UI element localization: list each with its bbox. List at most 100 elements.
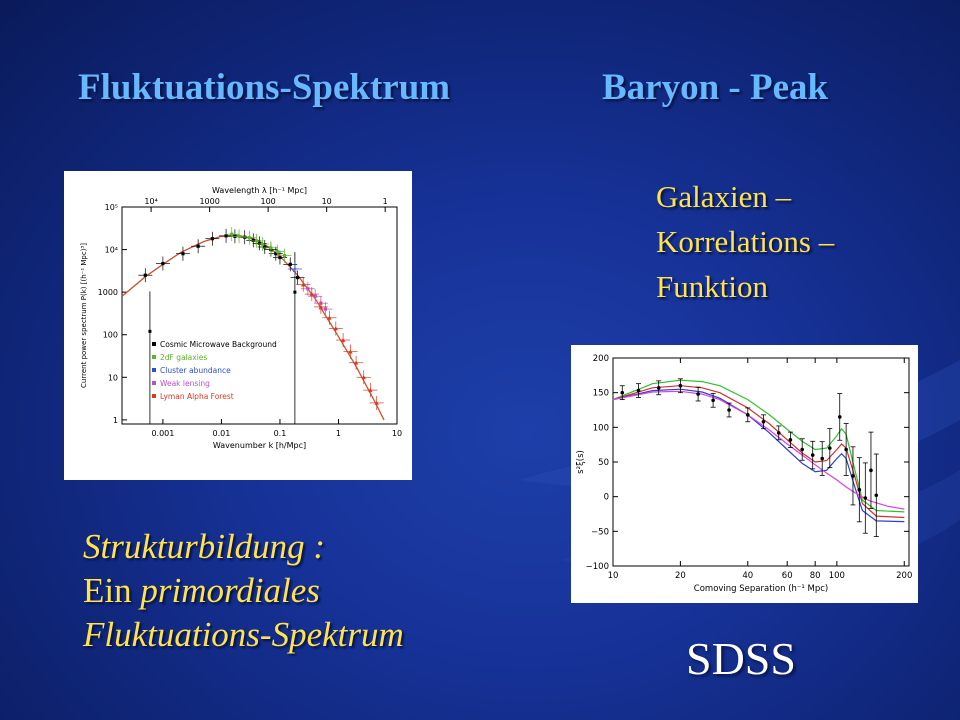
galaxien-line-1: Galaxien – xyxy=(656,179,792,214)
data-point xyxy=(874,493,879,498)
data-point xyxy=(229,232,234,236)
y-axis-label: s²ξ(s) xyxy=(576,450,586,474)
data-point xyxy=(327,315,332,320)
data-point xyxy=(237,234,241,239)
data-point xyxy=(224,234,228,238)
data-point xyxy=(318,304,324,309)
x-tick-label: 0.01 xyxy=(213,429,231,438)
legend-marker xyxy=(152,394,156,398)
data-point xyxy=(282,253,287,258)
x-axis-label: Wavenumber k [h/Mpc] xyxy=(213,441,306,450)
legend-label: Cluster abundance xyxy=(160,366,231,375)
data-point xyxy=(696,392,700,396)
top-tick-label: 1 xyxy=(383,197,388,206)
data-point xyxy=(857,487,862,492)
data-point xyxy=(820,456,825,461)
x-tick-label: 40 xyxy=(742,571,753,581)
slide-title-left: Fluktuations-Spektrum xyxy=(78,67,451,108)
data-point xyxy=(301,282,306,287)
power-spectrum-svg: 0.001 0.01 0.1 1 10 1 10 100 1000 10⁴ 10⁵ 10⁴ 1000 10… xyxy=(80,186,402,450)
galaxien-caption: Galaxien – Korrelations – Funktion xyxy=(656,174,834,309)
data-point xyxy=(293,290,297,294)
x-tick-label: 0.001 xyxy=(151,429,174,438)
slide-title-right: Baryon - Peak xyxy=(602,67,829,108)
struktur-line-2: Ein primordiales xyxy=(83,569,404,613)
struktur-line-2-rest: primordiales xyxy=(131,571,320,610)
struktur-caption: Strukturbildung : Ein primordiales Flukt… xyxy=(83,525,404,657)
data-point xyxy=(306,287,310,291)
y-tick-label: 200 xyxy=(593,354,609,364)
data-point xyxy=(263,245,267,249)
data-point xyxy=(636,388,641,393)
data-point xyxy=(275,249,280,254)
data-point xyxy=(274,252,278,256)
x-tick-label: 20 xyxy=(675,571,686,581)
data-point xyxy=(210,237,214,241)
x-axis-label: Comoving Separation (h⁻¹ Mpc) xyxy=(694,584,828,594)
y-tick-label: 150 xyxy=(593,389,609,399)
data-point xyxy=(348,349,353,354)
plot-frame xyxy=(612,357,910,567)
data-point xyxy=(353,360,359,365)
legend-marker xyxy=(152,381,156,385)
x-tick-label: 0.1 xyxy=(274,429,287,438)
correlation-function-svg: −100 −50 0 50 100 150 200 10 20 40 60 80 100 200 Comov… xyxy=(576,354,912,594)
legend-label: Weak lensing xyxy=(160,379,210,388)
galaxien-line-3: Funktion xyxy=(656,269,768,304)
plot-frame xyxy=(121,206,398,425)
y-tick-label: 10⁵ xyxy=(105,203,118,212)
power-spectrum-chart: 0.001 0.01 0.1 1 10 1 10 100 1000 10⁴ 10⁵ 10⁴ 1000 10… xyxy=(64,171,412,480)
y-tick-label: 10 xyxy=(108,373,118,382)
data-point xyxy=(844,447,848,452)
data-point xyxy=(148,329,152,333)
data-point xyxy=(340,337,346,342)
data-point xyxy=(278,255,282,260)
data-point xyxy=(788,438,793,442)
data-point xyxy=(251,238,255,242)
data-point xyxy=(620,390,625,395)
legend-label: Lyman Alpha Forest xyxy=(160,392,234,401)
legend-marker xyxy=(152,355,156,359)
data-point xyxy=(269,246,273,250)
data-point xyxy=(254,239,259,243)
data-point xyxy=(247,235,252,240)
y-tick-label: 10⁴ xyxy=(105,246,118,255)
y-tick-label: 1 xyxy=(113,416,118,425)
y-tick-label: 50 xyxy=(598,458,609,468)
struktur-line-3: Fluktuations-Spektrum xyxy=(83,615,404,654)
top-tick-label: 1000 xyxy=(199,197,219,206)
data-point xyxy=(333,326,338,331)
data-point xyxy=(243,235,247,239)
y-axis-label: Current power spectrum P(k) [(h⁻¹ Mpc)³] xyxy=(80,243,88,388)
data-point xyxy=(678,383,683,388)
top-tick-label: 100 xyxy=(261,197,276,206)
data-point xyxy=(143,273,147,277)
data-point xyxy=(810,453,815,457)
model-curve xyxy=(612,385,905,519)
legend-marker xyxy=(152,368,156,372)
y-tick-label: −50 xyxy=(591,527,609,537)
x-tick-label: 1 xyxy=(336,429,341,438)
x-tick-label: 80 xyxy=(810,571,821,581)
data-point xyxy=(656,386,661,390)
data-point xyxy=(863,496,868,500)
model-curve xyxy=(612,388,905,523)
data-point xyxy=(368,387,373,392)
data-point xyxy=(374,400,379,405)
data-point xyxy=(181,252,185,256)
data-point: ☆ xyxy=(291,265,298,274)
x-tick-label: 200 xyxy=(896,571,912,581)
data-point xyxy=(828,446,832,450)
y-tick-label: 1000 xyxy=(98,288,118,297)
data-point xyxy=(869,468,873,473)
top-axis-label: Wavelength λ [h⁻¹ Mpc] xyxy=(212,186,307,195)
y-tick-label: 100 xyxy=(103,331,118,340)
data-point xyxy=(295,275,300,280)
data-point xyxy=(161,261,165,266)
correlation-function-chart: −100 −50 0 50 100 150 200 10 20 40 60 80 100 200 Comov… xyxy=(571,345,918,603)
model-curve xyxy=(612,379,905,513)
data-point xyxy=(323,307,328,311)
top-tick-label: 10 xyxy=(322,197,332,206)
y-tick-label: 100 xyxy=(593,423,609,433)
data-point xyxy=(361,375,366,380)
